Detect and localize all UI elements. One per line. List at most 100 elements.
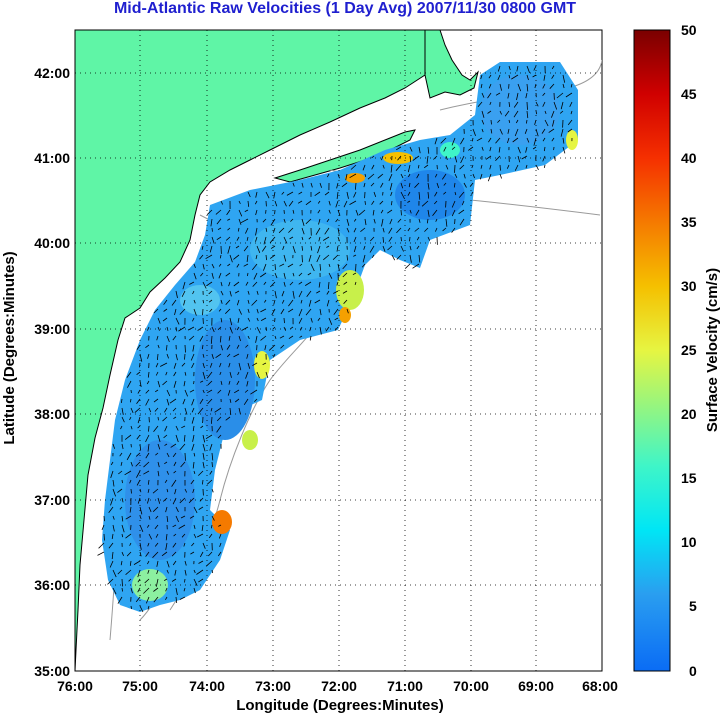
velocity-vector	[435, 227, 438, 232]
velocity-vector	[137, 425, 141, 429]
velocity-vector	[488, 137, 492, 143]
velocity-vector	[319, 308, 322, 316]
y-axis-ticks: 42:00 41:00 40:00 39:00 38:00 37:00 36:0…	[34, 65, 70, 679]
velocity-vector	[283, 317, 285, 324]
velocity-vector	[233, 281, 240, 287]
velocity-vector	[262, 362, 267, 366]
velocity-vector	[556, 92, 564, 99]
velocity-vector	[121, 407, 124, 415]
velocity-vector	[226, 353, 231, 358]
velocity-vector	[188, 335, 195, 341]
velocity-vector	[560, 101, 564, 110]
velocity-vector	[387, 209, 393, 214]
velocity-vector	[171, 299, 177, 306]
velocity-vector	[136, 470, 141, 478]
velocity-vector	[246, 236, 249, 241]
velocity-vector	[305, 308, 312, 316]
velocity-vector	[193, 569, 196, 574]
velocity-vector	[326, 290, 330, 295]
velocity-vector	[298, 272, 303, 277]
velocity-vector	[517, 83, 522, 92]
velocity-vector	[380, 182, 384, 188]
velocity-vector	[211, 326, 215, 333]
velocity-vector	[183, 380, 186, 387]
velocity-vector	[485, 155, 492, 160]
velocity-vector	[326, 218, 330, 223]
velocity-vector	[157, 416, 159, 421]
velocity-vector	[499, 110, 502, 115]
velocity-vector	[516, 65, 519, 72]
velocity-vector	[567, 119, 573, 126]
velocity-vector	[208, 290, 213, 295]
velocity-vector	[166, 560, 170, 568]
velocity-vector	[358, 209, 366, 216]
velocity-vector	[166, 335, 170, 343]
velocity-vector	[542, 137, 546, 142]
y-tick-label: 42:00	[34, 65, 70, 81]
velocity-vector	[497, 74, 501, 81]
velocity-vector	[451, 209, 456, 217]
velocity-vector	[202, 371, 206, 380]
velocity-vector	[270, 281, 276, 288]
velocity-vector	[282, 245, 285, 251]
velocity-vector	[120, 560, 123, 566]
velocity-vector	[397, 218, 402, 223]
velocity-vector	[434, 137, 438, 145]
velocity-vector	[219, 362, 222, 368]
velocity-vector	[463, 182, 467, 188]
velocity-vector	[148, 533, 153, 540]
velocity-vector	[173, 371, 177, 377]
velocity-vector	[551, 137, 555, 142]
velocity-vector	[199, 254, 204, 260]
velocity-vector	[471, 164, 474, 169]
velocity-vector	[171, 479, 177, 487]
velocity-vector	[343, 200, 348, 208]
velocity-vector	[445, 209, 447, 217]
velocity-vector	[211, 569, 214, 574]
velocity-vector	[220, 380, 223, 385]
velocity-vector	[189, 281, 195, 285]
velocity-vector	[162, 317, 168, 322]
velocity-vector	[165, 371, 168, 376]
velocity-vector	[202, 479, 204, 485]
velocity-vector	[229, 371, 232, 378]
velocity-vector	[290, 218, 294, 222]
velocity-vector	[247, 290, 250, 295]
velocity-vector	[342, 263, 348, 270]
velocity-vector	[217, 434, 222, 439]
velocity-vector	[209, 308, 213, 313]
velocity-vector	[349, 200, 357, 205]
velocity-vector	[570, 110, 573, 115]
velocity-vector	[173, 533, 177, 537]
velocity-vector	[175, 326, 178, 332]
velocity-vector	[317, 245, 321, 254]
velocity-vector	[184, 344, 186, 353]
colorbar-tick-label: 10	[681, 534, 697, 550]
velocity-vector	[513, 101, 519, 108]
velocity-vector	[481, 92, 485, 98]
velocity-vector	[361, 263, 366, 268]
velocity-vector	[154, 542, 159, 547]
velocity-vector	[371, 155, 375, 159]
velocity-vector	[400, 236, 402, 242]
velocity-vector	[211, 515, 215, 521]
velocity-vector	[214, 407, 222, 413]
velocity-vector	[532, 146, 537, 150]
velocity-vector	[458, 209, 465, 215]
velocity-vector	[255, 227, 258, 236]
velocity-vector	[153, 425, 159, 433]
velocity-vector	[207, 380, 213, 386]
velocity-vector	[435, 218, 438, 222]
velocity-vector	[166, 569, 169, 574]
velocity-vector	[272, 326, 276, 330]
velocity-vector	[354, 281, 357, 286]
velocity-vector	[227, 263, 231, 267]
velocity-vector	[184, 560, 187, 566]
velocity-vector	[165, 533, 168, 541]
velocity-vector	[228, 281, 231, 287]
velocity-vector	[124, 470, 132, 476]
velocity-vector	[271, 308, 276, 316]
velocity-vector	[220, 281, 223, 287]
velocity-vector	[103, 515, 105, 522]
velocity-vector	[119, 452, 123, 457]
